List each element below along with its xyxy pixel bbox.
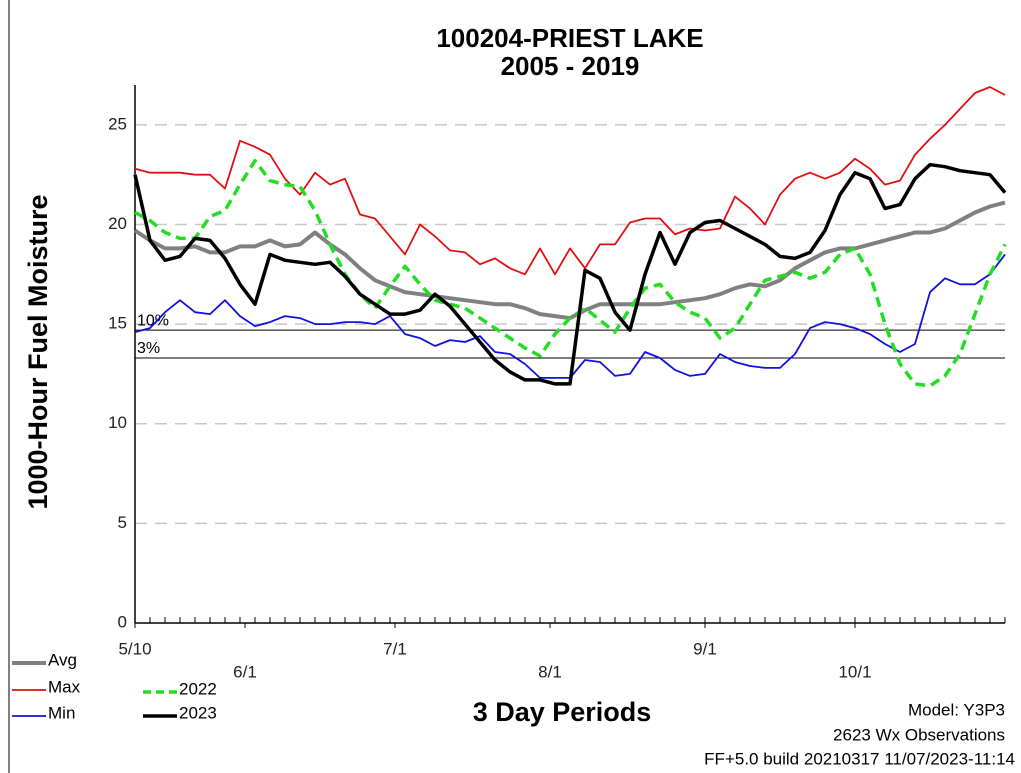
x-tick-label: 7/1 bbox=[383, 639, 407, 658]
legend-label: 2023 bbox=[179, 703, 217, 722]
legend-label: 2022 bbox=[179, 679, 217, 698]
x-tick-label: 9/1 bbox=[693, 639, 717, 658]
y-tick-label: 0 bbox=[118, 612, 127, 631]
y-tick-label: 15 bbox=[108, 314, 127, 333]
legend-label: Avg bbox=[48, 650, 77, 669]
y-axis-label: 1000-Hour Fuel Moisture bbox=[23, 194, 53, 509]
y-tick-label: 25 bbox=[108, 114, 127, 133]
x-axis-label: 3 Day Periods bbox=[473, 697, 652, 727]
reference-label: 3% bbox=[137, 340, 160, 357]
x-tick-label: 8/1 bbox=[538, 662, 562, 681]
build-note: FF+5.0 build 20210317 11/07/2023-11:14 bbox=[704, 749, 1015, 768]
x-tick-label: 10/1 bbox=[838, 662, 871, 681]
chart-subtitle: 2005 - 2019 bbox=[501, 51, 640, 81]
legend-label: Min bbox=[48, 703, 75, 722]
reference-label: 10% bbox=[137, 312, 169, 329]
x-tick-label: 5/10 bbox=[118, 639, 151, 658]
series-line bbox=[133, 162, 1007, 386]
observations-note: 2623 Wx Observations bbox=[833, 725, 1005, 744]
series-line bbox=[134, 86, 1006, 276]
series-line bbox=[133, 200, 1006, 321]
legend-label: Max bbox=[48, 677, 81, 696]
y-tick-label: 10 bbox=[108, 413, 127, 432]
y-tick-label: 5 bbox=[118, 513, 127, 532]
y-tick-label: 20 bbox=[108, 214, 127, 233]
x-tick-label: 6/1 bbox=[233, 662, 257, 681]
series-line bbox=[134, 158, 1007, 388]
chart-title: 100204-PRIEST LAKE bbox=[436, 23, 703, 53]
model-note: Model: Y3P3 bbox=[908, 700, 1005, 719]
